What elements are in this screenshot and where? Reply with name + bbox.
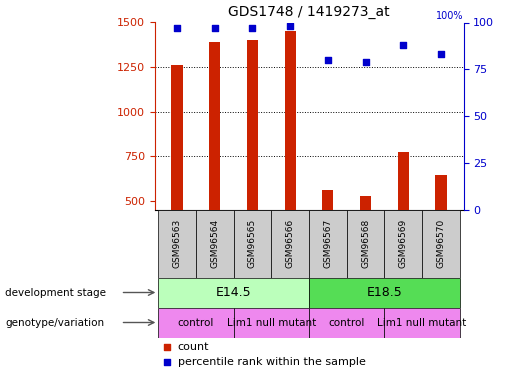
Text: GSM96566: GSM96566 [286, 219, 295, 268]
Bar [398, 152, 409, 210]
Text: count: count [178, 342, 209, 352]
Text: genotype/variation: genotype/variation [5, 318, 104, 327]
Point [399, 42, 407, 48]
Text: GSM96569: GSM96569 [399, 219, 408, 268]
Text: E18.5: E18.5 [367, 286, 402, 299]
Bar [360, 196, 371, 210]
Text: Lim1 null mutant: Lim1 null mutant [227, 318, 316, 327]
FancyBboxPatch shape [271, 210, 309, 278]
Point [211, 25, 219, 31]
FancyBboxPatch shape [309, 210, 347, 278]
FancyBboxPatch shape [384, 210, 422, 278]
Point [437, 51, 445, 57]
FancyBboxPatch shape [309, 308, 384, 338]
Text: percentile rank within the sample: percentile rank within the sample [178, 357, 366, 367]
Point [286, 23, 294, 29]
Bar [247, 40, 258, 210]
FancyBboxPatch shape [234, 308, 309, 338]
Text: GSM96564: GSM96564 [210, 219, 219, 268]
Text: GSM96567: GSM96567 [323, 219, 332, 268]
FancyBboxPatch shape [422, 210, 460, 278]
Bar [435, 175, 447, 210]
FancyBboxPatch shape [234, 210, 271, 278]
FancyBboxPatch shape [158, 278, 309, 308]
FancyBboxPatch shape [347, 210, 384, 278]
Point [163, 344, 171, 350]
FancyBboxPatch shape [158, 308, 234, 338]
Point [173, 25, 181, 31]
Text: E14.5: E14.5 [216, 286, 251, 299]
Text: GSM96565: GSM96565 [248, 219, 257, 268]
Text: GSM96563: GSM96563 [173, 219, 182, 268]
Text: Lim1 null mutant: Lim1 null mutant [377, 318, 467, 327]
FancyBboxPatch shape [196, 210, 234, 278]
Point [248, 25, 256, 31]
Text: 100%: 100% [436, 10, 464, 21]
Bar [209, 42, 220, 210]
Title: GDS1748 / 1419273_at: GDS1748 / 1419273_at [228, 5, 390, 19]
FancyBboxPatch shape [309, 278, 460, 308]
Bar [284, 32, 296, 210]
Bar [322, 190, 334, 210]
Point [163, 359, 171, 365]
Text: GSM96568: GSM96568 [361, 219, 370, 268]
FancyBboxPatch shape [158, 210, 196, 278]
Text: development stage: development stage [5, 288, 106, 297]
Bar [171, 65, 183, 210]
Point [362, 59, 370, 65]
Text: control: control [329, 318, 365, 327]
Text: control: control [178, 318, 214, 327]
Point [324, 57, 332, 63]
FancyBboxPatch shape [384, 308, 460, 338]
Text: GSM96570: GSM96570 [436, 219, 445, 268]
